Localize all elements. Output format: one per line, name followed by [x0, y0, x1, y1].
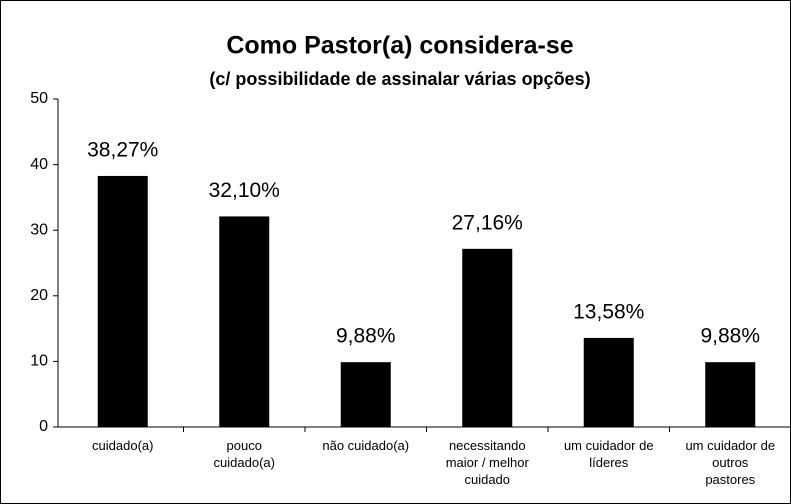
- y-tick-label: 50: [30, 90, 48, 107]
- y-tick-label: 10: [30, 353, 48, 370]
- value-label: 27,16%: [452, 211, 523, 234]
- y-tick-label: 0: [39, 418, 48, 435]
- bar: [705, 362, 756, 427]
- x-tick-label: cuidado(a): [92, 438, 153, 453]
- bar: [97, 175, 148, 427]
- x-tick-label: um cuidador de líderes: [564, 438, 654, 470]
- bar: [583, 337, 634, 427]
- y-tick-label: 20: [30, 287, 48, 304]
- y-tick-label: 40: [30, 156, 48, 173]
- bar: [219, 216, 270, 427]
- bar: [462, 248, 513, 427]
- chart-subtitle: (c/ possibilidade de assinalar várias op…: [209, 69, 590, 89]
- value-label: 32,10%: [209, 179, 280, 202]
- x-tick-label: um cuidador de outros pastores: [685, 438, 775, 487]
- x-tick-label: não cuidado(a): [322, 438, 409, 453]
- y-tick-label: 30: [30, 221, 48, 238]
- value-label: 9,88%: [700, 325, 760, 348]
- x-tick-label: necessitando maior / melhor cuidado: [446, 438, 530, 487]
- chart-title: Como Pastor(a) considera-se: [226, 32, 573, 60]
- value-label: 38,27%: [87, 138, 158, 161]
- bar: [340, 362, 391, 427]
- value-label: 9,88%: [336, 325, 396, 348]
- value-label: 13,58%: [573, 300, 644, 323]
- x-tick-label: pouco cuidado(a): [214, 438, 275, 470]
